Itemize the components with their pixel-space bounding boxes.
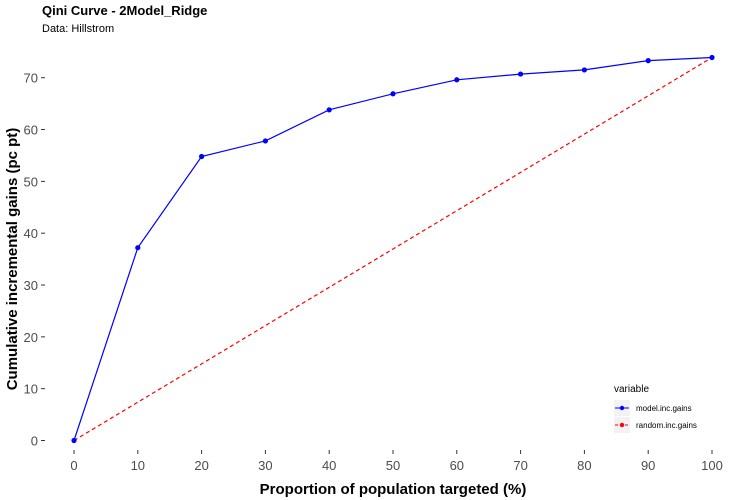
x-tick-label: 10 xyxy=(131,458,145,473)
x-tick-label: 100 xyxy=(701,458,723,473)
x-tick-label: 30 xyxy=(258,458,272,473)
chart-title: Qini Curve - 2Model_Ridge xyxy=(42,3,207,18)
x-tick-label: 70 xyxy=(513,458,527,473)
y-tick-label: 10 xyxy=(24,382,38,397)
x-axis-title: Proportion of population targeted (%) xyxy=(260,481,527,498)
y-axis: 0 10 20 30 40 50 60 70 xyxy=(24,71,45,449)
x-tick-label: 60 xyxy=(450,458,464,473)
data-point xyxy=(199,153,205,160)
series-line-random.inc.gains xyxy=(73,56,713,442)
y-tick-label: 0 xyxy=(31,434,38,449)
legend-label: random.inc.gains xyxy=(636,421,697,430)
x-tick-label: 40 xyxy=(322,458,336,473)
legend-label: model.inc.gains xyxy=(636,404,692,413)
chart-subtitle: Data: Hillstrom xyxy=(42,23,114,35)
x-axis: 0 10 20 30 40 50 60 70 80 90 100 xyxy=(70,450,723,473)
legend-key-point xyxy=(619,422,625,428)
data-point xyxy=(262,138,268,144)
legend-title: variable xyxy=(614,384,649,395)
x-tick-label: 90 xyxy=(641,458,655,473)
data-point xyxy=(645,58,651,64)
data-point xyxy=(454,77,460,83)
y-tick-label: 40 xyxy=(24,226,38,241)
data-point xyxy=(709,54,715,61)
plot-area xyxy=(71,54,715,444)
legend-key-point xyxy=(619,405,625,411)
data-point xyxy=(326,107,332,113)
y-tick-label: 30 xyxy=(24,278,38,293)
data-point xyxy=(390,91,396,97)
x-tick-label: 0 xyxy=(70,458,77,473)
y-axis-title: Cumulative incremental gains (pc pt) xyxy=(4,128,21,391)
y-tick-label: 20 xyxy=(24,330,38,345)
y-tick-label: 70 xyxy=(24,71,38,86)
y-tick-label: 50 xyxy=(24,174,38,189)
data-point xyxy=(135,245,141,251)
data-point xyxy=(518,71,524,77)
x-tick-label: 80 xyxy=(577,458,591,473)
legend: variable model.inc.gains random.inc.gains xyxy=(614,384,697,433)
data-point xyxy=(581,67,588,73)
x-tick-label: 50 xyxy=(386,458,400,473)
data-point xyxy=(71,437,77,444)
y-tick-label: 60 xyxy=(24,123,38,138)
x-tick-label: 20 xyxy=(194,458,208,473)
